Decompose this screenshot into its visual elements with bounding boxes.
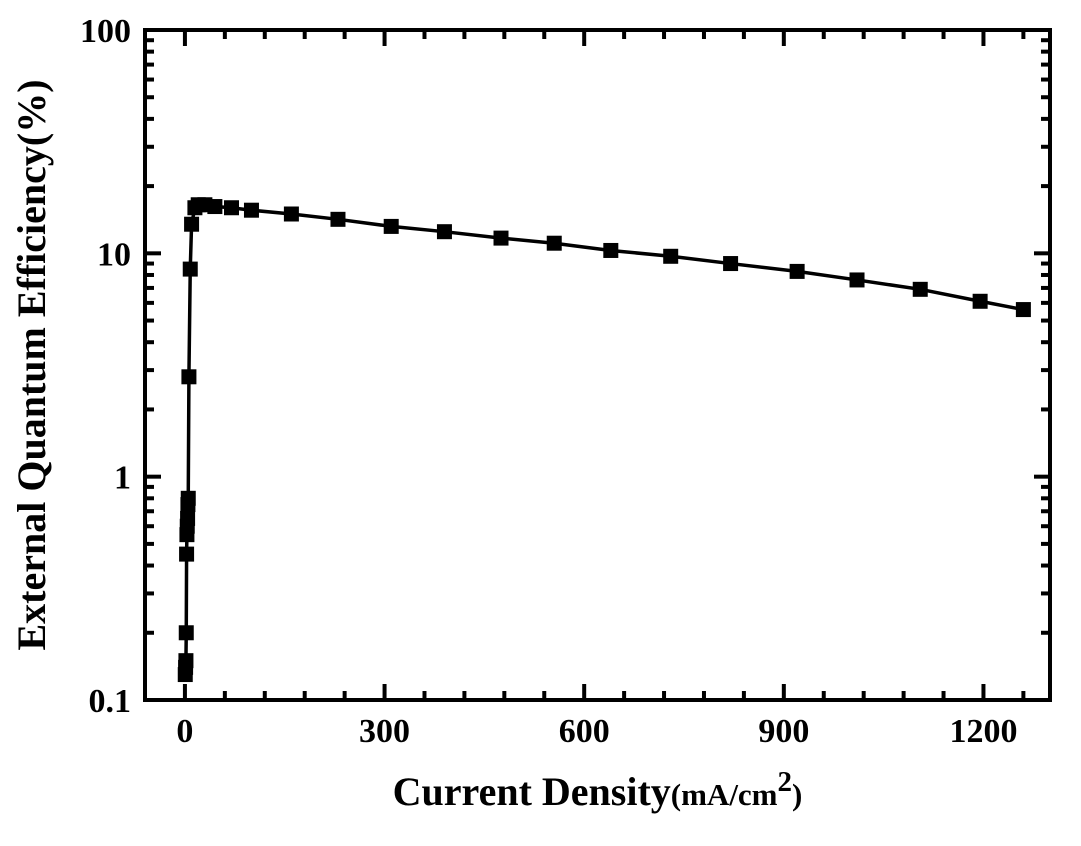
series-marker <box>179 626 193 640</box>
series-marker <box>384 219 398 233</box>
series-marker <box>182 370 196 384</box>
series-marker <box>179 654 193 668</box>
series-marker <box>604 243 618 257</box>
series-marker <box>185 217 199 231</box>
y-tick-label: 10 <box>97 236 131 273</box>
chart-svg: 030060090012000.1110100Current Density(m… <box>0 0 1081 841</box>
y-tick-label: 100 <box>80 13 131 50</box>
series-marker <box>284 207 298 221</box>
x-tick-label: 0 <box>176 713 193 750</box>
series-marker <box>244 203 258 217</box>
series-marker <box>181 511 195 525</box>
y-tick-label: 1 <box>114 460 131 497</box>
x-tick-label: 600 <box>559 713 610 750</box>
series-marker <box>973 294 987 308</box>
series-marker <box>724 257 738 271</box>
y-axis-label: External Quantum Efficiency(%) <box>9 79 54 650</box>
x-tick-label: 900 <box>758 713 809 750</box>
series-marker <box>331 212 345 226</box>
series-marker <box>664 249 678 263</box>
series-marker <box>183 262 197 276</box>
series-marker <box>181 491 195 505</box>
series-marker <box>850 273 864 287</box>
series-marker <box>208 200 222 214</box>
series-marker <box>494 231 508 245</box>
y-tick-label: 0.1 <box>89 683 132 720</box>
x-tick-label: 1200 <box>949 713 1017 750</box>
series-marker <box>437 225 451 239</box>
series-marker <box>790 264 804 278</box>
x-tick-label: 300 <box>359 713 410 750</box>
series-marker <box>225 201 239 215</box>
eqe-chart: 030060090012000.1110100Current Density(m… <box>0 0 1081 846</box>
series-marker <box>1016 303 1030 317</box>
series-marker <box>180 547 194 561</box>
series-marker <box>913 282 927 296</box>
series-marker <box>547 236 561 250</box>
